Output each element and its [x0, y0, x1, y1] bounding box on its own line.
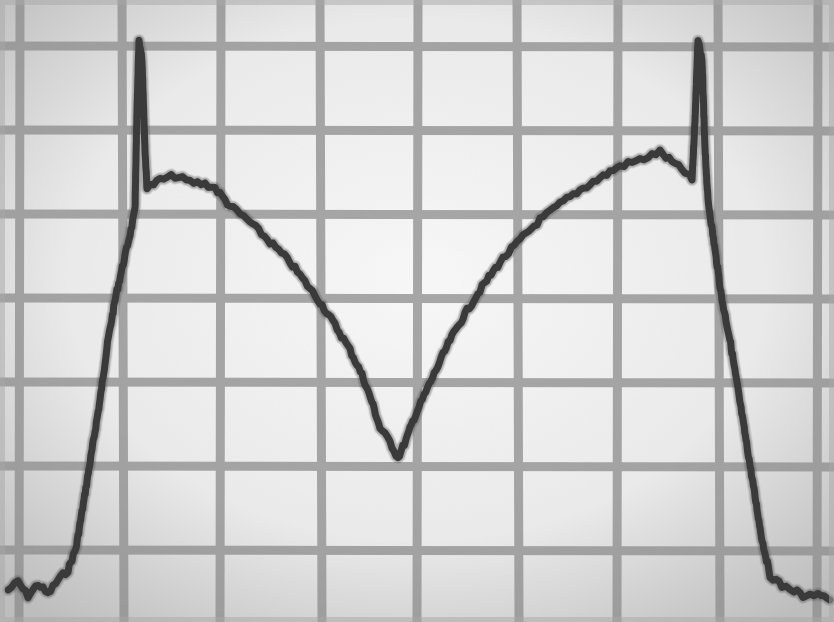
graticule-vertical-line — [14, 0, 25, 622]
graticule-horizontal-line — [0, 545, 834, 556]
graticule-vertical-line — [117, 0, 129, 622]
waveform-trace — [2, 34, 834, 606]
waveform-trace-line — [4, 36, 834, 604]
graticule-horizontal-line — [0, 461, 834, 472]
graticule-vertical-line — [612, 0, 623, 622]
graticule-vertical-line — [512, 0, 524, 622]
graticule-vertical-line — [812, 0, 823, 622]
graticule-vertical-line — [412, 0, 423, 622]
graticule-vertical-line — [215, 0, 226, 622]
graticule-horizontal-line — [0, 41, 834, 52]
graticule-horizontal-line — [0, 293, 834, 304]
graticule-horizontal-line — [0, 377, 834, 388]
